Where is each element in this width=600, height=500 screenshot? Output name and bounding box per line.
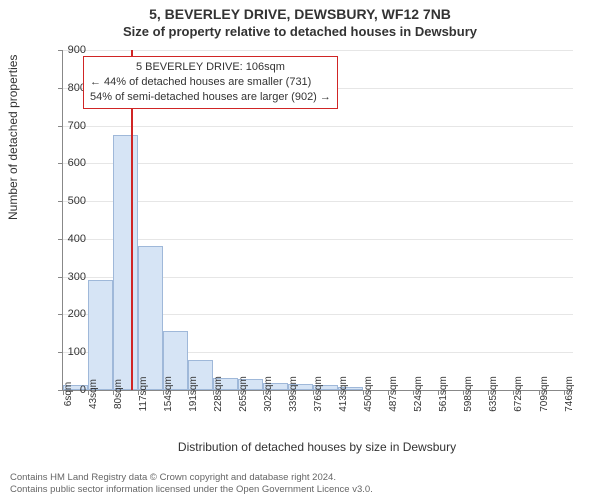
page-title: 5, BEVERLEY DRIVE, DEWSBURY, WF12 7NB [0,6,600,22]
y-tick-label: 300 [46,271,86,283]
gridline [63,126,573,127]
chart-plot-area: 6sqm43sqm80sqm117sqm154sqm191sqm228sqm26… [62,50,573,391]
y-tick-label: 0 [46,384,86,396]
gridline [63,239,573,240]
x-tick-label: 302sqm [263,376,274,412]
x-tick-label: 487sqm [388,376,399,412]
x-tick-label: 376sqm [313,376,324,412]
x-tick-label: 561sqm [438,376,449,412]
x-tick-label: 228sqm [213,376,224,412]
x-tick-label: 339sqm [288,376,299,412]
x-tick-label: 598sqm [463,376,474,412]
y-tick-label: 900 [46,44,86,56]
x-tick-label: 80sqm [113,379,124,409]
y-tick-label: 100 [46,346,86,358]
x-axis-label: Distribution of detached houses by size … [62,440,572,454]
x-tick-label: 635sqm [488,376,499,412]
x-tick-label: 450sqm [363,376,374,412]
callout-line: 54% of semi-detached houses are larger (… [90,90,331,105]
page-subtitle: Size of property relative to detached ho… [0,24,600,39]
x-tick-label: 154sqm [163,376,174,412]
x-tick-label: 191sqm [188,376,199,412]
y-tick-label: 800 [46,82,86,94]
gridline [63,163,573,164]
x-tick-label: 524sqm [413,376,424,412]
x-tick-label: 672sqm [513,376,524,412]
y-tick-label: 400 [46,233,86,245]
y-tick-label: 200 [46,308,86,320]
x-tick-label: 265sqm [238,376,249,412]
callout-box: 5 BEVERLEY DRIVE: 106sqm ← 44% of detach… [83,56,338,109]
gridline [63,201,573,202]
x-tick-label: 709sqm [539,376,550,412]
x-tick-label: 413sqm [338,376,349,412]
histogram-bar [113,135,138,390]
histogram-bar [88,280,113,390]
x-tick-label: 746sqm [564,376,575,412]
callout-line: 5 BEVERLEY DRIVE: 106sqm [90,60,331,75]
histogram-bar [138,246,163,390]
y-tick-label: 700 [46,120,86,132]
footer-attribution: Contains HM Land Registry data © Crown c… [10,472,590,496]
gridline [63,50,573,51]
footer-line-2: Contains public sector information licen… [10,484,590,496]
x-tick-label: 117sqm [138,377,149,412]
callout-line: ← 44% of detached houses are smaller (73… [90,75,331,90]
x-tick-label: 43sqm [88,379,99,409]
y-tick-label: 600 [46,157,86,169]
y-tick-label: 500 [46,195,86,207]
y-axis-label: Number of detached properties [6,55,20,220]
footer-line-1: Contains HM Land Registry data © Crown c… [10,472,590,484]
